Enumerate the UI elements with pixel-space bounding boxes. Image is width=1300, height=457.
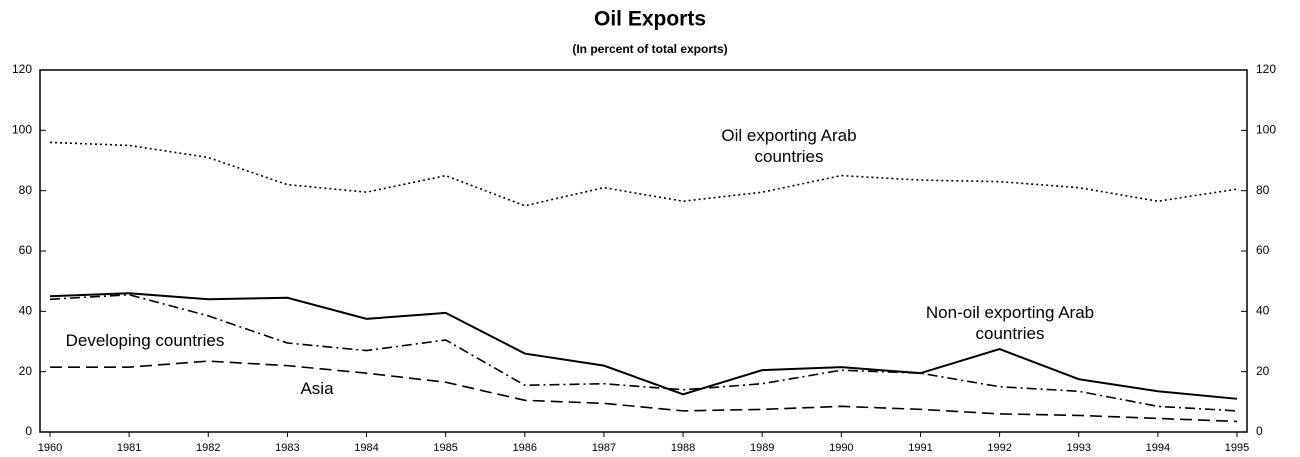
- y2-tick-label: 80: [1256, 183, 1270, 197]
- y-tick-label: 80: [19, 183, 33, 197]
- x-tick-label: 1985: [433, 442, 457, 454]
- x-tick-label: 1990: [829, 442, 853, 454]
- x-tick-label: 1995: [1225, 442, 1249, 454]
- plot-frame: [39, 69, 1248, 433]
- x-tick-label: 1981: [117, 442, 141, 454]
- y-tick-label: 120: [12, 62, 32, 76]
- x-tick-label: 1982: [196, 442, 220, 454]
- chart-title: Oil Exports: [594, 8, 706, 31]
- y-tick-label: 40: [19, 304, 33, 318]
- x-tick-label: 1983: [275, 442, 299, 454]
- y2-tick-label: 60: [1256, 243, 1270, 257]
- y2-tick-label: 0: [1256, 424, 1263, 438]
- series-line: [49, 141, 1238, 207]
- series-line: [49, 292, 1238, 400]
- series-label: Oil exporting Arab countries: [721, 126, 857, 166]
- x-tick-label: 1987: [592, 442, 616, 454]
- y-tick-label: 0: [25, 424, 32, 438]
- x-tick-label: 1992: [987, 442, 1011, 454]
- x-tick-label: 1991: [908, 442, 932, 454]
- series-label: Non-oil exporting Arab countries: [925, 303, 1095, 343]
- x-tick-label: 1989: [750, 442, 774, 454]
- y2-tick-label: 20: [1256, 364, 1270, 378]
- x-tick-label: 1986: [513, 442, 537, 454]
- chart-subtitle: (In percent of total exports): [572, 42, 727, 56]
- y2-tick-label: 120: [1256, 62, 1276, 76]
- x-tick-label: 1960: [38, 442, 62, 454]
- y2-tick-label: 40: [1256, 304, 1270, 318]
- x-tick-label: 1993: [1066, 442, 1090, 454]
- series-label: Asia: [300, 379, 334, 398]
- x-tick-label: 1994: [1146, 442, 1170, 454]
- series-line: [49, 293, 1238, 412]
- x-tick-label: 1988: [671, 442, 695, 454]
- x-tick-label: 1984: [354, 442, 378, 454]
- y2-tick-label: 100: [1256, 123, 1276, 137]
- y-tick-label: 20: [19, 364, 33, 378]
- series-label: Developing countries: [65, 331, 225, 350]
- y-tick-label: 60: [19, 243, 33, 257]
- series-line: [50, 360, 1238, 423]
- y-tick-label: 100: [12, 123, 32, 137]
